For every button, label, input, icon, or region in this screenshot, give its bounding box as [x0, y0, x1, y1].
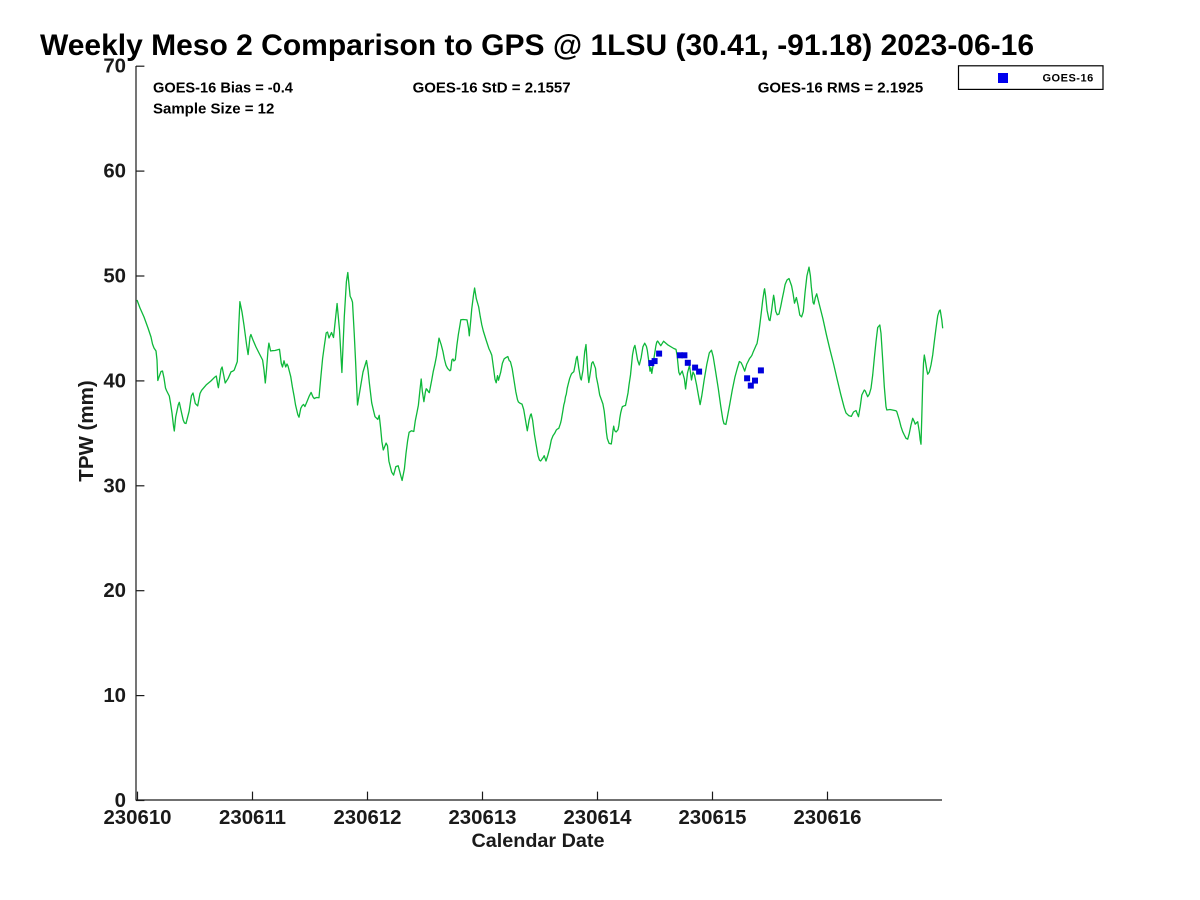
svg-text:230616: 230616	[793, 807, 861, 829]
svg-text:10: 10	[103, 685, 126, 707]
svg-text:70: 70	[103, 56, 126, 78]
svg-text:GOES-16 StD = 2.1557: GOES-16 StD = 2.1557	[413, 80, 571, 97]
svg-text:40: 40	[103, 370, 126, 392]
svg-text:230611: 230611	[219, 807, 286, 829]
svg-text:0: 0	[115, 790, 126, 812]
svg-text:GOES-16: GOES-16	[1043, 73, 1094, 85]
svg-text:230612: 230612	[333, 807, 401, 829]
svg-text:230613: 230613	[448, 807, 516, 829]
svg-text:Calendar Date: Calendar Date	[471, 830, 604, 852]
svg-text:230614: 230614	[563, 807, 632, 829]
svg-text:50: 50	[103, 266, 126, 288]
svg-text:230615: 230615	[678, 807, 746, 829]
svg-text:GOES-16 Bias = -0.4: GOES-16 Bias = -0.4	[153, 81, 294, 97]
svg-text:Sample Size = 12: Sample Size = 12	[153, 100, 274, 117]
svg-text:230610: 230610	[103, 807, 171, 829]
svg-text:GOES-16 RMS = 2.1925: GOES-16 RMS = 2.1925	[758, 80, 924, 97]
svg-text:Weekly Meso 2 Comparison to GP: Weekly Meso 2 Comparison to GPS @ 1LSU (…	[40, 29, 1034, 62]
svg-text:60: 60	[103, 161, 126, 183]
svg-text:30: 30	[103, 475, 126, 497]
svg-text:20: 20	[103, 580, 126, 602]
svg-text:TPW (mm): TPW (mm)	[75, 380, 98, 481]
